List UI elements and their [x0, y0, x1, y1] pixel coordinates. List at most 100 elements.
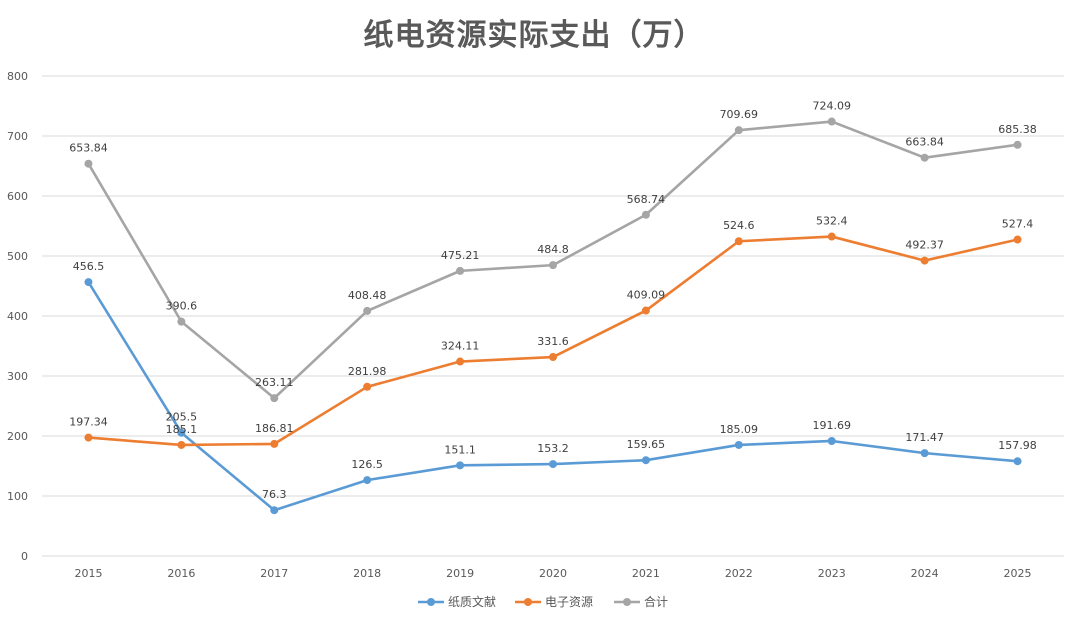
- data-point: [549, 460, 557, 469]
- x-tick-label: 2015: [74, 567, 102, 580]
- data-point: [1013, 457, 1022, 466]
- data-label: 126.5: [351, 458, 383, 471]
- data-point: [456, 266, 465, 275]
- data-point: [549, 261, 557, 270]
- data-label: 456.5: [73, 260, 105, 273]
- data-point: [363, 306, 372, 315]
- y-tick-label: 800: [7, 70, 28, 83]
- data-point: [734, 237, 743, 246]
- data-point: [177, 317, 186, 326]
- data-point: [827, 436, 836, 445]
- x-tick-label: 2024: [911, 567, 939, 580]
- data-label: 409.09: [627, 289, 666, 302]
- data-point: [827, 232, 836, 241]
- data-point: [84, 433, 93, 442]
- y-tick-label: 100: [7, 490, 28, 503]
- data-point: [84, 159, 93, 168]
- legend-marker: [427, 598, 435, 606]
- data-label: 653.84: [69, 142, 108, 155]
- legend-item: 纸质文献: [418, 594, 496, 609]
- data-label: 159.65: [627, 438, 666, 451]
- y-tick-label: 500: [7, 250, 28, 263]
- data-label: 191.69: [812, 419, 851, 432]
- data-label: 171.47: [905, 431, 944, 444]
- legend: 纸质文献 电子资源 合计: [418, 594, 668, 609]
- data-point: [920, 153, 929, 162]
- data-point: [920, 449, 929, 458]
- legend-item: 电子资源: [515, 595, 593, 609]
- data-point: [641, 210, 650, 219]
- data-point: [549, 353, 557, 362]
- data-label: 685.38: [998, 123, 1037, 136]
- series-lines: [84, 117, 1022, 515]
- data-label: 724.09: [812, 100, 851, 113]
- data-point: [641, 306, 650, 315]
- data-label: 475.21: [441, 249, 480, 262]
- x-axis-tick-labels: 2015 2016 2017 2018 2019 2020 2021 2022 2023 2024…: [74, 567, 1031, 580]
- data-label: 527.4: [1002, 218, 1034, 231]
- data-point: [270, 439, 279, 448]
- data-label: 709.69: [720, 108, 759, 121]
- data-label: 568.74: [627, 193, 666, 206]
- data-point: [1013, 140, 1022, 149]
- y-tick-label: 700: [7, 130, 28, 143]
- data-label: 185.09: [720, 423, 759, 436]
- series-3: [84, 117, 1022, 403]
- x-tick-label: 2018: [353, 567, 381, 580]
- data-label: 408.48: [348, 289, 387, 302]
- data-label: 205.5: [166, 411, 198, 424]
- x-tick-label: 2025: [1004, 567, 1032, 580]
- data-point: [363, 476, 372, 485]
- data-point: [734, 440, 743, 449]
- data-point: [920, 256, 929, 265]
- x-tick-label: 2022: [725, 567, 753, 580]
- data-label: 532.4: [816, 215, 848, 228]
- data-label: 324.11: [441, 340, 480, 353]
- series-1: [84, 278, 1022, 515]
- data-label: 151.1: [444, 443, 476, 456]
- data-label: 492.37: [905, 239, 944, 252]
- legend-label: 纸质文献: [448, 594, 496, 609]
- x-tick-label: 2019: [446, 567, 474, 580]
- data-label: 76.3: [262, 488, 287, 501]
- legend-label: 电子资源: [545, 595, 593, 609]
- data-label: 263.11: [255, 376, 294, 389]
- x-tick-label: 2016: [167, 567, 195, 580]
- legend-marker: [623, 598, 631, 606]
- x-tick-label: 2021: [632, 567, 660, 580]
- data-point: [177, 440, 186, 449]
- data-point: [456, 461, 465, 470]
- data-point: [827, 117, 836, 126]
- x-tick-label: 2020: [539, 567, 567, 580]
- data-labels: 456.5 205.5 76.3 126.5 151.1 153.2 159.65 185.0…: [69, 100, 1037, 502]
- series-2: [84, 232, 1022, 449]
- data-label: 153.2: [537, 442, 569, 455]
- data-point: [734, 126, 743, 135]
- data-label: 390.6: [166, 300, 198, 313]
- data-point: [270, 394, 279, 403]
- data-label: 186.81: [255, 422, 294, 435]
- data-label: 663.84: [905, 136, 944, 149]
- y-axis-tick-labels: 0 100 200 300 400 500 600 700 800: [7, 70, 28, 563]
- y-tick-label: 400: [7, 310, 28, 323]
- data-label: 157.98: [998, 439, 1037, 452]
- data-label: 484.8: [537, 243, 569, 256]
- y-tick-label: 200: [7, 430, 28, 443]
- data-point: [84, 278, 93, 287]
- data-point: [270, 506, 279, 515]
- data-point: [641, 456, 650, 465]
- data-label: 185.1: [166, 423, 198, 436]
- gridlines: [42, 75, 1064, 557]
- data-label: 524.6: [723, 219, 755, 232]
- data-label: 281.98: [348, 365, 387, 378]
- data-point: [1013, 235, 1022, 244]
- y-tick-label: 600: [7, 190, 28, 203]
- data-point: [177, 428, 186, 437]
- y-tick-label: 0: [21, 550, 28, 563]
- x-tick-label: 2017: [260, 567, 288, 580]
- data-point: [456, 357, 465, 366]
- legend-label: 合计: [644, 594, 668, 609]
- y-tick-label: 300: [7, 370, 28, 383]
- data-label: 197.34: [69, 416, 108, 429]
- x-tick-label: 2023: [818, 567, 846, 580]
